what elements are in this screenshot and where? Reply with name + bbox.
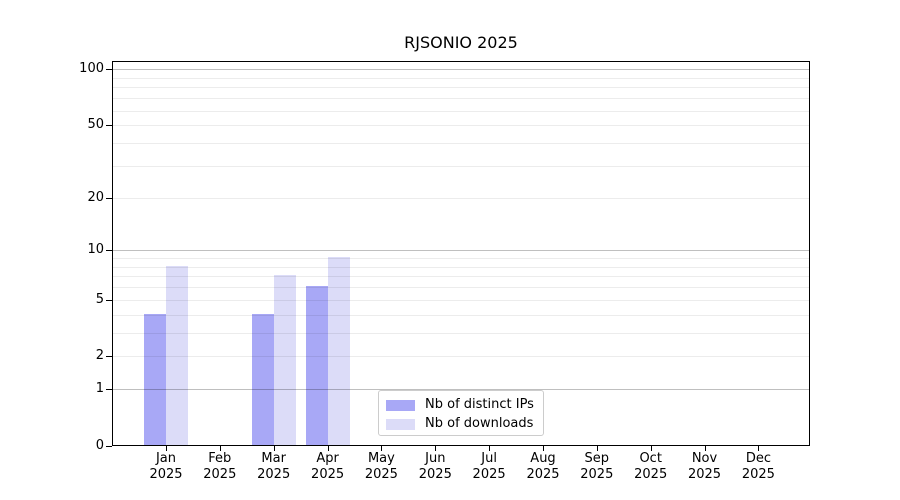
legend: Nb of distinct IPs Nb of downloads: [378, 390, 544, 436]
x-tick-label-dec: Dec 2025: [730, 451, 786, 482]
x-tick-label-year-feb: 2025: [203, 466, 237, 482]
y-tick-20: [106, 197, 112, 199]
x-tick-label-jan: Jan 2025: [138, 451, 194, 482]
x-tick-label-nov: Nov 2025: [677, 451, 733, 482]
gridline-y-30: [113, 165, 809, 167]
x-tick-feb: [219, 446, 221, 451]
bar-nb-of-downloads-apr: [327, 257, 350, 445]
x-tick-label-month-jun: Jun: [425, 451, 446, 466]
x-tick-label-month-feb: Feb: [208, 451, 232, 466]
legend-swatch-downloads: [386, 418, 415, 430]
x-tick-may: [381, 446, 383, 451]
x-tick-label-year-may: 2025: [364, 466, 398, 482]
x-tick-label-month-aug: Aug: [530, 451, 556, 466]
x-tick-label-feb: Feb 2025: [192, 451, 248, 482]
legend-entry-downloads: Nb of downloads: [379, 414, 533, 434]
gridline-y-90: [113, 77, 809, 79]
gridline-y-40: [113, 143, 809, 144]
x-tick-label-oct: Oct 2025: [623, 451, 679, 482]
y-tick-1: [106, 389, 112, 391]
x-tick-label-year-jun: 2025: [418, 466, 452, 482]
x-tick-label-jun: Jun 2025: [407, 451, 463, 482]
y-tick-50: [106, 125, 112, 127]
x-tick-nov: [704, 446, 706, 451]
gridline-y-10: [113, 250, 809, 252]
y-tick-label-5: 5: [95, 291, 104, 307]
x-tick-mar: [273, 446, 275, 451]
x-tick-label-may: May 2025: [353, 451, 409, 482]
y-tick-label-10: 10: [87, 242, 104, 258]
x-tick-jan: [166, 446, 167, 451]
gridline-y-3: [113, 332, 809, 334]
x-tick-jul: [489, 446, 491, 451]
x-tick-label-month-jan: Jan: [155, 451, 177, 466]
bar-nb-of-distinct-ips-apr: [305, 286, 328, 445]
legend-label-distinct-ips: Nb of distinct IPs: [425, 397, 534, 412]
gridline-y-20: [113, 197, 809, 199]
gridline-y-4: [113, 314, 809, 316]
y-tick-5: [106, 299, 112, 301]
x-tick-label-year-aug: 2025: [526, 466, 560, 482]
gridline-y-80: [113, 87, 809, 89]
x-tick-label-year-apr: 2025: [311, 466, 345, 482]
x-tick-label-month-sep: Sep: [584, 451, 610, 466]
y-tick-100: [106, 69, 112, 71]
x-tick-label-year-dec: 2025: [741, 466, 775, 482]
x-tick-sep: [596, 446, 598, 451]
gridline-y-2: [113, 356, 809, 358]
x-tick-label-month-nov: Nov: [691, 451, 718, 466]
x-tick-label-year-nov: 2025: [687, 466, 722, 482]
bar-nb-of-downloads-jan: [166, 265, 188, 445]
x-tick-label-year-jan: 2025: [149, 466, 183, 482]
gridline-y-8: [113, 266, 809, 268]
x-tick-aug: [543, 446, 544, 451]
x-tick-oct: [650, 446, 652, 451]
x-tick-label-month-dec: Dec: [745, 451, 771, 466]
y-tick-label-0: 0: [95, 438, 104, 453]
legend-swatch-distinct-ips: [386, 399, 415, 411]
x-tick-label-mar: Mar 2025: [246, 451, 302, 482]
bar-nb-of-downloads-mar: [273, 275, 296, 445]
plot-area: [112, 61, 810, 446]
legend-entry-distinct-ips: Nb of distinct IPs: [379, 395, 534, 415]
bar-nb-of-distinct-ips-mar: [251, 313, 274, 445]
x-tick-label-month-mar: Mar: [261, 451, 286, 466]
y-tick-10: [106, 250, 112, 252]
x-tick-label-aug: Aug 2025: [515, 451, 571, 482]
y-tick-label-20: 20: [87, 189, 104, 205]
y-tick-label-100: 100: [79, 61, 104, 77]
x-tick-label-year-mar: 2025: [257, 466, 291, 482]
bar-nb-of-distinct-ips-jan: [144, 313, 166, 445]
x-tick-label-month-oct: Oct: [639, 451, 662, 466]
x-tick-label-year-sep: 2025: [580, 466, 614, 482]
gridline-y-7: [113, 276, 809, 278]
gridline-y-60: [113, 110, 809, 112]
x-tick-apr: [327, 446, 329, 451]
x-tick-label-sep: Sep 2025: [569, 451, 625, 482]
x-tick-dec: [758, 446, 760, 451]
legend-label-downloads: Nb of downloads: [425, 416, 534, 431]
gridline-y-1: [113, 389, 809, 391]
x-tick-label-year-jul: 2025: [472, 466, 506, 482]
gridline-y-5: [113, 299, 809, 301]
chart-title: RJSONIO 2025: [404, 33, 518, 52]
y-tick-2: [106, 356, 112, 358]
y-tick-label-2: 2: [95, 348, 104, 364]
x-tick-jun: [435, 446, 437, 451]
x-tick-label-month-jul: Jul: [481, 451, 497, 466]
x-tick-label-jul: Jul 2025: [461, 451, 517, 482]
x-tick-label-month-may: May: [367, 451, 395, 466]
y-tick-0: [106, 446, 112, 447]
x-tick-label-apr: Apr 2025: [300, 451, 356, 482]
gridline-y-6: [113, 287, 809, 289]
gridline-y-70: [113, 98, 809, 100]
y-tick-label-50: 50: [87, 117, 104, 133]
gridline-y-9: [113, 258, 809, 260]
gridline-y-50: [113, 125, 809, 127]
x-tick-label-year-oct: 2025: [634, 466, 668, 482]
x-tick-label-month-apr: Apr: [316, 451, 339, 466]
y-tick-label-1: 1: [95, 381, 104, 397]
gridline-y-100: [113, 69, 809, 71]
